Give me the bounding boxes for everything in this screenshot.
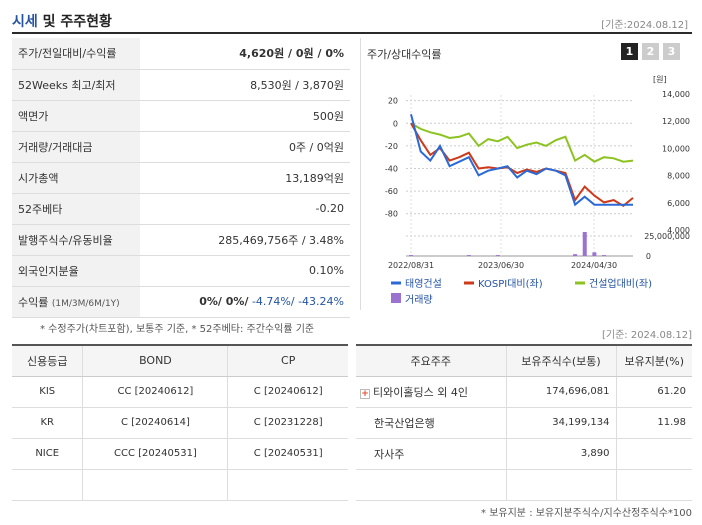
- y2-tick-label: 4,000: [667, 226, 690, 235]
- reference-date: [기준:2024.08.12]: [601, 20, 688, 31]
- expand-icon[interactable]: +: [360, 388, 370, 399]
- chart-tab-1[interactable]: 1: [621, 43, 638, 60]
- series-line: [410, 122, 634, 163]
- legend-label: 건설업대비(좌): [589, 277, 652, 290]
- quote-row: 52주베타 -0.20: [12, 193, 350, 225]
- table-row: NICE CCC [20240531] C [20240531]: [12, 438, 348, 470]
- chart-svg: [원] 20 0 -20 -40 -60 -80 14,000 12,000 10,000 8,00…: [385, 75, 690, 306]
- series-line: [410, 113, 633, 207]
- holders-reference-date: [기준: 2024.08.12]: [601, 330, 692, 341]
- shares-header: 보유주식수(보통): [505, 344, 616, 377]
- credit-header: 신용등급: [12, 344, 83, 377]
- chart-tabs: 1 2 3: [621, 43, 680, 60]
- legend-label: 태영건설: [405, 278, 442, 290]
- series-line: [410, 122, 634, 208]
- chart-title: 주가/상대수익률: [367, 48, 442, 61]
- quote-table: 주가/전일대비/수익률 4,620원 / 0원 / 0% 52Weeks 최고/최…: [12, 38, 350, 318]
- quote-row: 시가총액 13,189억원: [12, 162, 350, 194]
- quote-row: 거래량/거래대금 0주 / 0억원: [12, 131, 350, 163]
- volume-bar: [495, 255, 500, 256]
- section-title: 시세 및 주주현황: [12, 14, 112, 30]
- volume-tick-label: 25,000,000: [644, 232, 690, 241]
- bond-header: BOND: [82, 344, 228, 377]
- y2-tick-label: 10,000: [662, 144, 690, 153]
- chart-tab-3[interactable]: 3: [663, 43, 680, 60]
- y-tick-label: -20: [385, 142, 398, 151]
- table-row: [356, 469, 692, 501]
- legend-swatch: [391, 293, 401, 303]
- quote-row: 52Weeks 최고/최저 8,530원 / 3,870원: [12, 69, 350, 101]
- quote-row: 주가/전일대비/수익률 4,620원 / 0원 / 0%: [12, 38, 350, 70]
- holder-name[interactable]: 티와이홀딩스 외 4인: [373, 385, 468, 399]
- y2-tick-label: 12,000: [662, 117, 690, 126]
- x-tick-label: 2023/06/30: [478, 261, 524, 270]
- table-row: KR C [20240614] C [20231228]: [12, 407, 348, 439]
- legend-label: 거래량: [405, 294, 433, 306]
- volume-bar: [409, 255, 413, 256]
- y-tick-label: -80: [385, 210, 398, 219]
- volume-bar: [582, 232, 587, 256]
- stake-header: 보유지분(%): [615, 344, 692, 377]
- chart-panel: 주가/상대수익률 1 2 3 [원] 20 0 -20 -40 -60 -80 14,000 1…: [360, 38, 692, 310]
- y-tick-label: -60: [385, 187, 398, 196]
- y-tick-label: -40: [385, 164, 398, 173]
- credit-rating-table: 신용등급 BOND CP KIS CC [20240612] C [20240612…: [12, 344, 348, 501]
- table-row: 한국산업은행 34,199,134 11.98: [356, 407, 692, 439]
- chart-tab-2[interactable]: 2: [642, 43, 659, 60]
- chart-footnote: * 수정주가(차트포함), 보통주 기준, * 52주베타: 주간수익률 기준: [40, 324, 315, 335]
- holders-footnote: * 보유지분 : 보유지분주식수/지수산정주식수*100: [481, 508, 692, 519]
- table-row: KIS CC [20240612] C [20240612]: [12, 376, 348, 408]
- quote-row: 액면가 500원: [12, 100, 350, 132]
- cp-header: CP: [227, 344, 348, 377]
- right-axis-unit: [원]: [653, 75, 667, 84]
- volume-bar: [602, 255, 607, 256]
- major-shareholders-table: 주요주주 보유주식수(보통) 보유지분(%) + 티와이홀딩스 외 4인 174,…: [356, 344, 692, 501]
- quote-row: 발행주식수/유동비율 285,469,756주 / 3.48%: [12, 224, 350, 256]
- holder-header: 주요주주: [356, 344, 506, 377]
- section-header: 시세 및 주주현황 [기준:2024.08.12]: [12, 8, 692, 34]
- y-tick-label: 0: [393, 119, 398, 128]
- volume-bar: [592, 252, 597, 256]
- table-row: 자사주 3,890: [356, 438, 692, 470]
- legend-label: KOSPI대비(좌): [478, 278, 543, 290]
- quote-row: 외국인지분율 0.10%: [12, 255, 350, 287]
- table-row: + 티와이홀딩스 외 4인 174,696,081 61.20: [356, 376, 692, 408]
- y-tick-label: 20: [388, 97, 398, 106]
- y2-tick-label: 6,000: [667, 199, 690, 208]
- volume-tick-label: 0: [646, 252, 651, 261]
- x-tick-label: 2024/04/30: [571, 261, 617, 270]
- returns-row: 수익률 (1M/3M/6M/1Y) 0%/ 0%/ -4.74%/ -43.24…: [12, 286, 350, 318]
- table-row: [12, 469, 348, 501]
- x-tick-label: 2022/08/31: [388, 261, 434, 270]
- y2-tick-label: 14,000: [662, 90, 690, 99]
- volume-bar: [466, 255, 471, 256]
- y2-tick-label: 8,000: [667, 172, 690, 181]
- volume-bar: [573, 254, 578, 256]
